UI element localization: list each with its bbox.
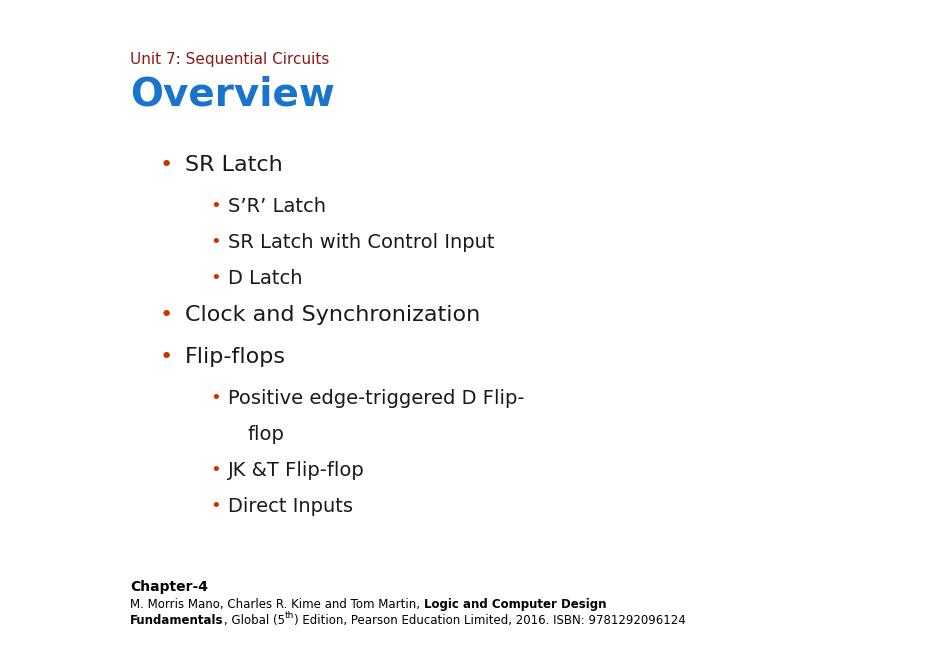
Text: •: • xyxy=(160,305,173,325)
Text: S’R’ Latch: S’R’ Latch xyxy=(228,197,326,216)
Text: •: • xyxy=(160,347,173,367)
Text: •: • xyxy=(160,155,173,175)
Text: •: • xyxy=(210,197,221,215)
Text: Fundamentals: Fundamentals xyxy=(130,614,224,627)
Text: •: • xyxy=(210,461,221,479)
Text: th: th xyxy=(285,611,294,620)
Text: Clock and Synchronization: Clock and Synchronization xyxy=(185,305,480,325)
Text: Overview: Overview xyxy=(130,75,335,113)
Text: flop: flop xyxy=(248,425,285,444)
Text: JK &T Flip-flop: JK &T Flip-flop xyxy=(228,461,365,480)
Text: •: • xyxy=(210,269,221,287)
Text: , Global (5: , Global (5 xyxy=(224,614,285,627)
Text: Chapter-4: Chapter-4 xyxy=(130,580,208,594)
Text: Flip-flops: Flip-flops xyxy=(185,347,286,367)
Text: Unit 7: Sequential Circuits: Unit 7: Sequential Circuits xyxy=(130,52,329,67)
Text: •: • xyxy=(210,497,221,515)
Text: •: • xyxy=(210,233,221,251)
Text: SR Latch with Control Input: SR Latch with Control Input xyxy=(228,233,494,252)
Text: Direct Inputs: Direct Inputs xyxy=(228,497,353,516)
Text: SR Latch: SR Latch xyxy=(185,155,283,175)
Text: M. Morris Mano, Charles R. Kime and Tom Martin,: M. Morris Mano, Charles R. Kime and Tom … xyxy=(130,598,424,611)
Text: Positive edge-triggered D Flip-: Positive edge-triggered D Flip- xyxy=(228,389,524,408)
Text: D Latch: D Latch xyxy=(228,269,302,288)
Text: Logic and Computer Design: Logic and Computer Design xyxy=(424,598,607,611)
Text: •: • xyxy=(210,389,221,407)
Text: ) Edition, Pearson Education Limited, 2016. ISBN: 9781292096124: ) Edition, Pearson Education Limited, 20… xyxy=(294,614,686,627)
